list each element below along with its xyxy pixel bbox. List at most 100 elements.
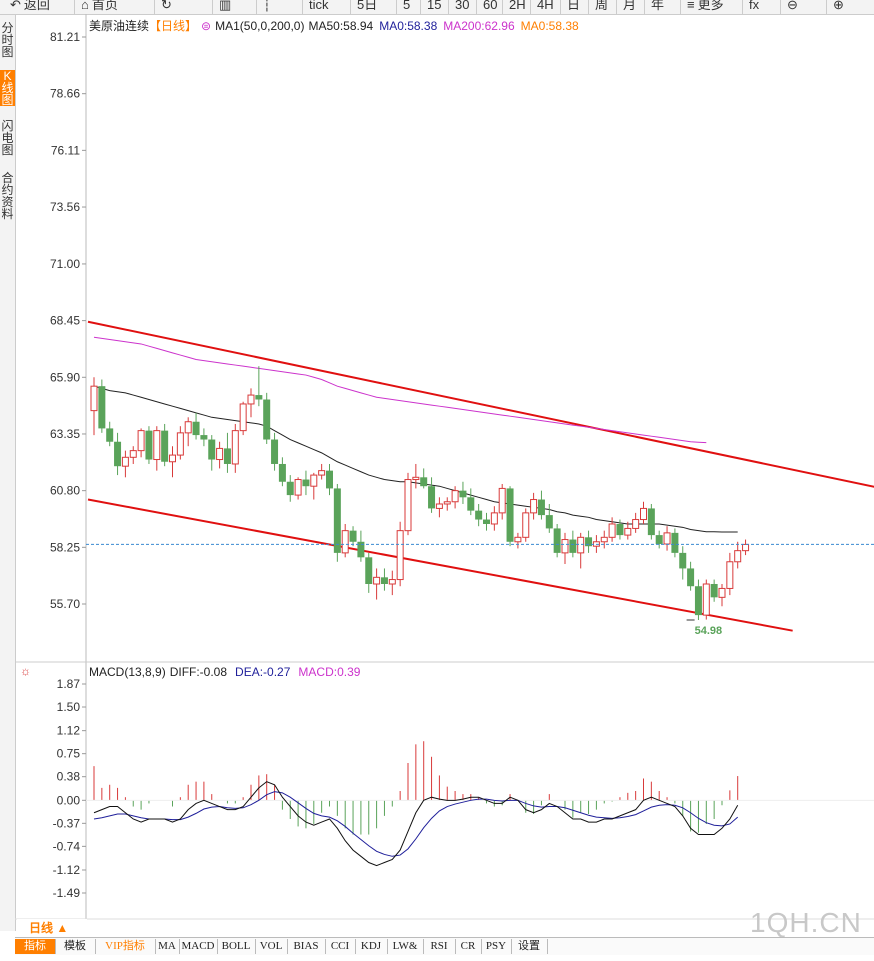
candle [192, 412, 200, 440]
toolbar-item-3[interactable]: ▥ [212, 0, 234, 14]
toolbar-item-17[interactable]: ≡ 更多 [680, 0, 724, 14]
toolbar-label: 15 [427, 0, 442, 12]
indicator-tab[interactable]: RSI [423, 939, 456, 954]
toolbar-item-19[interactable]: ⊖ [780, 0, 801, 14]
candle-body [671, 532, 679, 553]
candle [632, 512, 640, 533]
candle-body [734, 550, 742, 563]
candle-body [561, 539, 569, 554]
indicator-tab[interactable]: CR [455, 939, 482, 954]
candle-body [239, 403, 247, 432]
upper-channel-line [87, 320, 874, 488]
candle-body [153, 430, 161, 461]
candle-body [428, 486, 436, 509]
indicator-tab[interactable]: 指标 [15, 939, 56, 954]
toolbar-item-7[interactable]: 5 [396, 0, 410, 14]
toolbar-item-18[interactable]: fx [742, 0, 759, 14]
toolbar-item-0[interactable]: ↶ 返回 [10, 0, 50, 14]
macd-legend: MACD(13,8,9) DIFF:-0.08 DEA:-0.27 MACD:0.39 [89, 665, 361, 679]
toolbar-item-15[interactable]: 月 [616, 0, 636, 14]
side-tab-char: 电 [1, 131, 14, 145]
toolbar-item-9[interactable]: 30 [448, 0, 469, 14]
candle [475, 503, 483, 527]
toolbar-item-4[interactable]: ┆ [256, 0, 274, 14]
candle-body [208, 439, 216, 460]
indicator-tab[interactable]: LW& [387, 939, 424, 954]
toolbar-item-1[interactable]: ⌂ 首页 [74, 0, 118, 14]
side-tab-0[interactable]: 分时图 [0, 22, 15, 58]
candle-body [640, 507, 647, 521]
toolbar-label: 返回 [23, 0, 50, 12]
toolbar-item-5[interactable]: tick [302, 0, 329, 14]
candle [679, 546, 687, 580]
toolbar-item-12[interactable]: 4H [530, 0, 554, 14]
diff-line [93, 781, 739, 867]
toolbar-item-6[interactable]: 5日 [350, 0, 377, 14]
toolbar-item-16[interactable]: 年 [644, 0, 664, 14]
period-selector[interactable]: 日线 ▲ [17, 919, 87, 937]
candle [396, 521, 404, 587]
toolbar-label: fx [749, 0, 760, 12]
candle [106, 421, 114, 447]
lower-channel-line [87, 498, 793, 632]
indicator-tab[interactable]: KDJ [355, 939, 388, 954]
side-tab-char: 图 [1, 45, 14, 59]
zoom-in-icon: ⊕ [833, 0, 844, 12]
refresh-icon: ↻ [161, 0, 172, 12]
candle [451, 486, 459, 509]
candle-body [608, 523, 616, 538]
indicator-tab[interactable]: MA [155, 939, 180, 954]
toolbar-item-2[interactable]: ↻ [154, 0, 175, 14]
menu-icon: ≡ [687, 0, 695, 12]
toolbar-item-10[interactable]: 60 [476, 0, 497, 14]
indicator-tab[interactable]: PSY [481, 939, 512, 954]
candle [349, 526, 357, 547]
indicator-tab[interactable]: BOLL [217, 939, 256, 954]
indicator-tab[interactable]: BIAS [287, 939, 326, 954]
macd-tick-label: -1.12 [53, 863, 81, 877]
candle-body [459, 490, 467, 498]
side-tab-char: 闪 [1, 119, 14, 133]
indicator-tab[interactable]: VOL [255, 939, 288, 954]
candle [655, 530, 663, 549]
side-tab-2[interactable]: 闪电图 [0, 120, 15, 156]
candle-body [169, 454, 176, 463]
candle-body [90, 385, 98, 412]
candlestick-chart: 81.21 78.66 76.11 73.56 71.00 68.45 65.90 63.35… [15, 14, 874, 920]
toolbar-item-8[interactable]: 15 [420, 0, 441, 14]
candle-body [742, 543, 750, 552]
macd-tick-label: -0.74 [53, 839, 81, 853]
candle-body [388, 579, 396, 585]
candle [200, 428, 208, 447]
candle-body [223, 448, 231, 464]
toolbar-label: 2H [509, 0, 526, 12]
side-tab-char: 合 [1, 171, 14, 185]
toolbar-item-13[interactable]: 日 [560, 0, 580, 14]
macd-legend-macd: MACD:0.39 [298, 665, 360, 679]
price-tick-label: 76.11 [51, 143, 80, 157]
toolbar-item-14[interactable]: 周 [588, 0, 608, 14]
legend-ma50: MA50:58.94 [308, 19, 373, 33]
candle-body [718, 587, 726, 598]
dea-line [93, 791, 739, 857]
candle [365, 552, 373, 593]
candle-body [569, 539, 577, 553]
indicator-tab[interactable]: 设置 [511, 939, 548, 954]
indicator-tab-bar: 指标 模板 VIP指标 MA MACD BOLL VOL BIAS CCI KDJ LW& RSI CR… [15, 937, 874, 955]
candle [514, 532, 522, 549]
side-tab-3[interactable]: 合约资料 [0, 172, 15, 220]
price-tick-label: 65.90 [50, 370, 80, 384]
macd-legend-dea: DEA:-0.27 [235, 665, 291, 679]
indicator-tab[interactable]: CCI [325, 939, 356, 954]
candle [577, 532, 585, 569]
candle-body [694, 586, 702, 616]
indicator-tab[interactable]: MACD [179, 939, 218, 954]
toolbar-item-11[interactable]: 2H [502, 0, 526, 14]
legend-ma200: MA200:62.96 [443, 19, 515, 33]
toolbar-item-20[interactable]: ⊕ [826, 0, 847, 14]
candle [647, 503, 655, 540]
indicator-tab[interactable]: 模板 [55, 939, 96, 954]
indicator-tab[interactable]: VIP指标 [95, 939, 156, 954]
candle [640, 501, 647, 524]
